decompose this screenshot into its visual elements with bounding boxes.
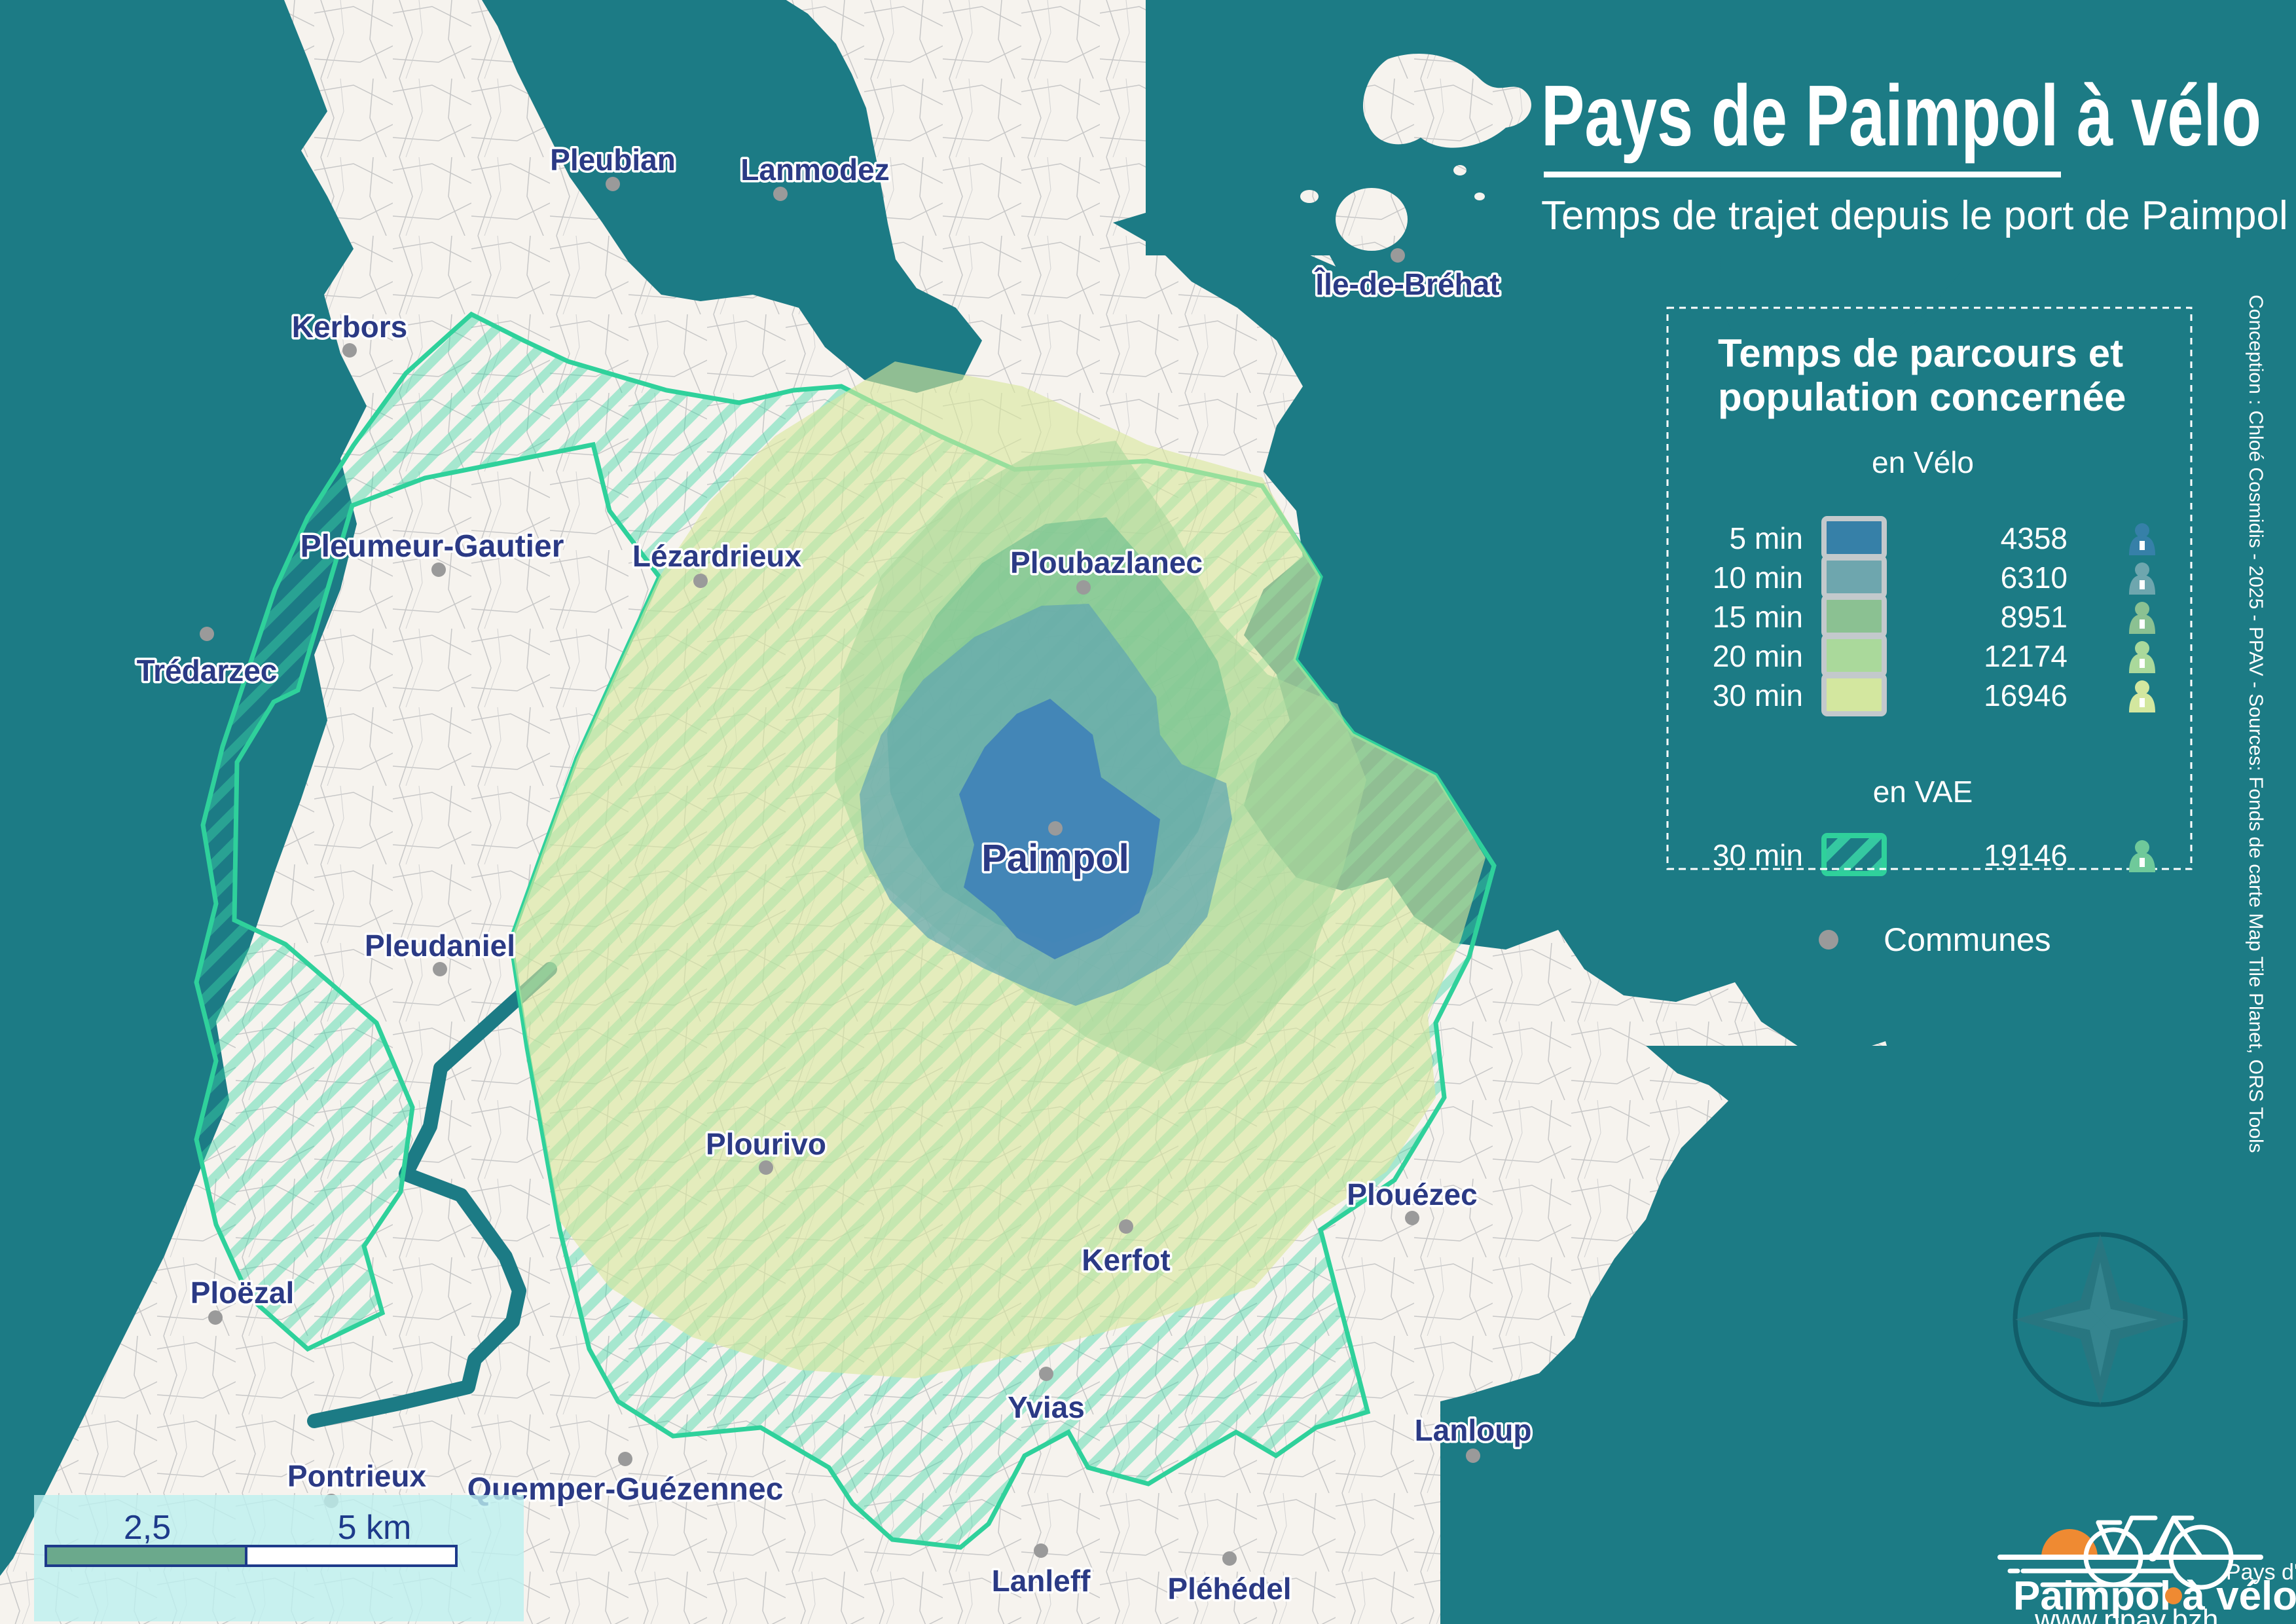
svg-text:Lanmodez: Lanmodez <box>740 153 889 187</box>
svg-text:Lanloup: Lanloup <box>1415 1413 1532 1447</box>
svg-text:Pleumeur-Gautier: Pleumeur-Gautier <box>301 529 564 564</box>
svg-text:en Vélo: en Vélo <box>1872 445 1974 479</box>
svg-text:Temps de trajet depuis le port: Temps de trajet depuis le port de Paimpo… <box>1541 193 2288 238</box>
svg-text:Île-de-Bréhat: Île-de-Bréhat <box>1314 267 1499 301</box>
svg-text:30 min: 30 min <box>1713 678 1803 712</box>
svg-text:Plourivo: Plourivo <box>706 1127 826 1161</box>
svg-text:Plouézec: Plouézec <box>1347 1177 1477 1211</box>
svg-text:Pléhédel: Pléhédel <box>1167 1572 1291 1606</box>
svg-text:Yvias: Yvias <box>1008 1390 1085 1424</box>
svg-text:Pleudaniel: Pleudaniel <box>365 929 515 963</box>
svg-text:Ploubazlanec: Ploubazlanec <box>1010 545 1203 580</box>
svg-text:Temps de parcours et: Temps de parcours et <box>1718 331 2123 375</box>
svg-text:Pontrieux: Pontrieux <box>287 1459 427 1493</box>
svg-text:Lézardrieux: Lézardrieux <box>632 539 802 573</box>
svg-text:Trédarzec: Trédarzec <box>137 654 278 688</box>
svg-text:Pays de Paimpol à vélo: Pays de Paimpol à vélo <box>1541 67 2261 164</box>
svg-text:5 min: 5 min <box>1730 521 1803 555</box>
svg-text:www.ppav.bzh: www.ppav.bzh <box>2034 1604 2218 1624</box>
svg-text:Communes: Communes <box>1884 921 2051 958</box>
svg-text:population concernée: population concernée <box>1718 375 2126 419</box>
svg-text:5 km: 5 km <box>338 1509 412 1547</box>
svg-text:Ploëzal: Ploëzal <box>191 1276 295 1310</box>
svg-text:15 min: 15 min <box>1713 600 1803 634</box>
svg-text:20 min: 20 min <box>1713 639 1803 673</box>
svg-text:4358: 4358 <box>2001 521 2068 555</box>
svg-text:16946: 16946 <box>1984 678 2068 712</box>
svg-text:en VAE: en VAE <box>1873 775 1973 809</box>
svg-text:8951: 8951 <box>2001 600 2068 634</box>
svg-text:Pleubian: Pleubian <box>550 143 676 177</box>
svg-text:Kerfot: Kerfot <box>1082 1243 1170 1277</box>
svg-text:30 min: 30 min <box>1713 838 1803 872</box>
svg-text:Lanleff: Lanleff <box>992 1564 1091 1598</box>
svg-text:12174: 12174 <box>1984 639 2068 673</box>
svg-text:2,5: 2,5 <box>124 1509 171 1547</box>
svg-text:19146: 19146 <box>1984 838 2068 872</box>
svg-text:6310: 6310 <box>2001 561 2068 595</box>
svg-text:Paimpol: Paimpol <box>981 837 1129 879</box>
svg-text:10 min: 10 min <box>1713 561 1803 595</box>
svg-text:Kerbors: Kerbors <box>292 310 407 344</box>
